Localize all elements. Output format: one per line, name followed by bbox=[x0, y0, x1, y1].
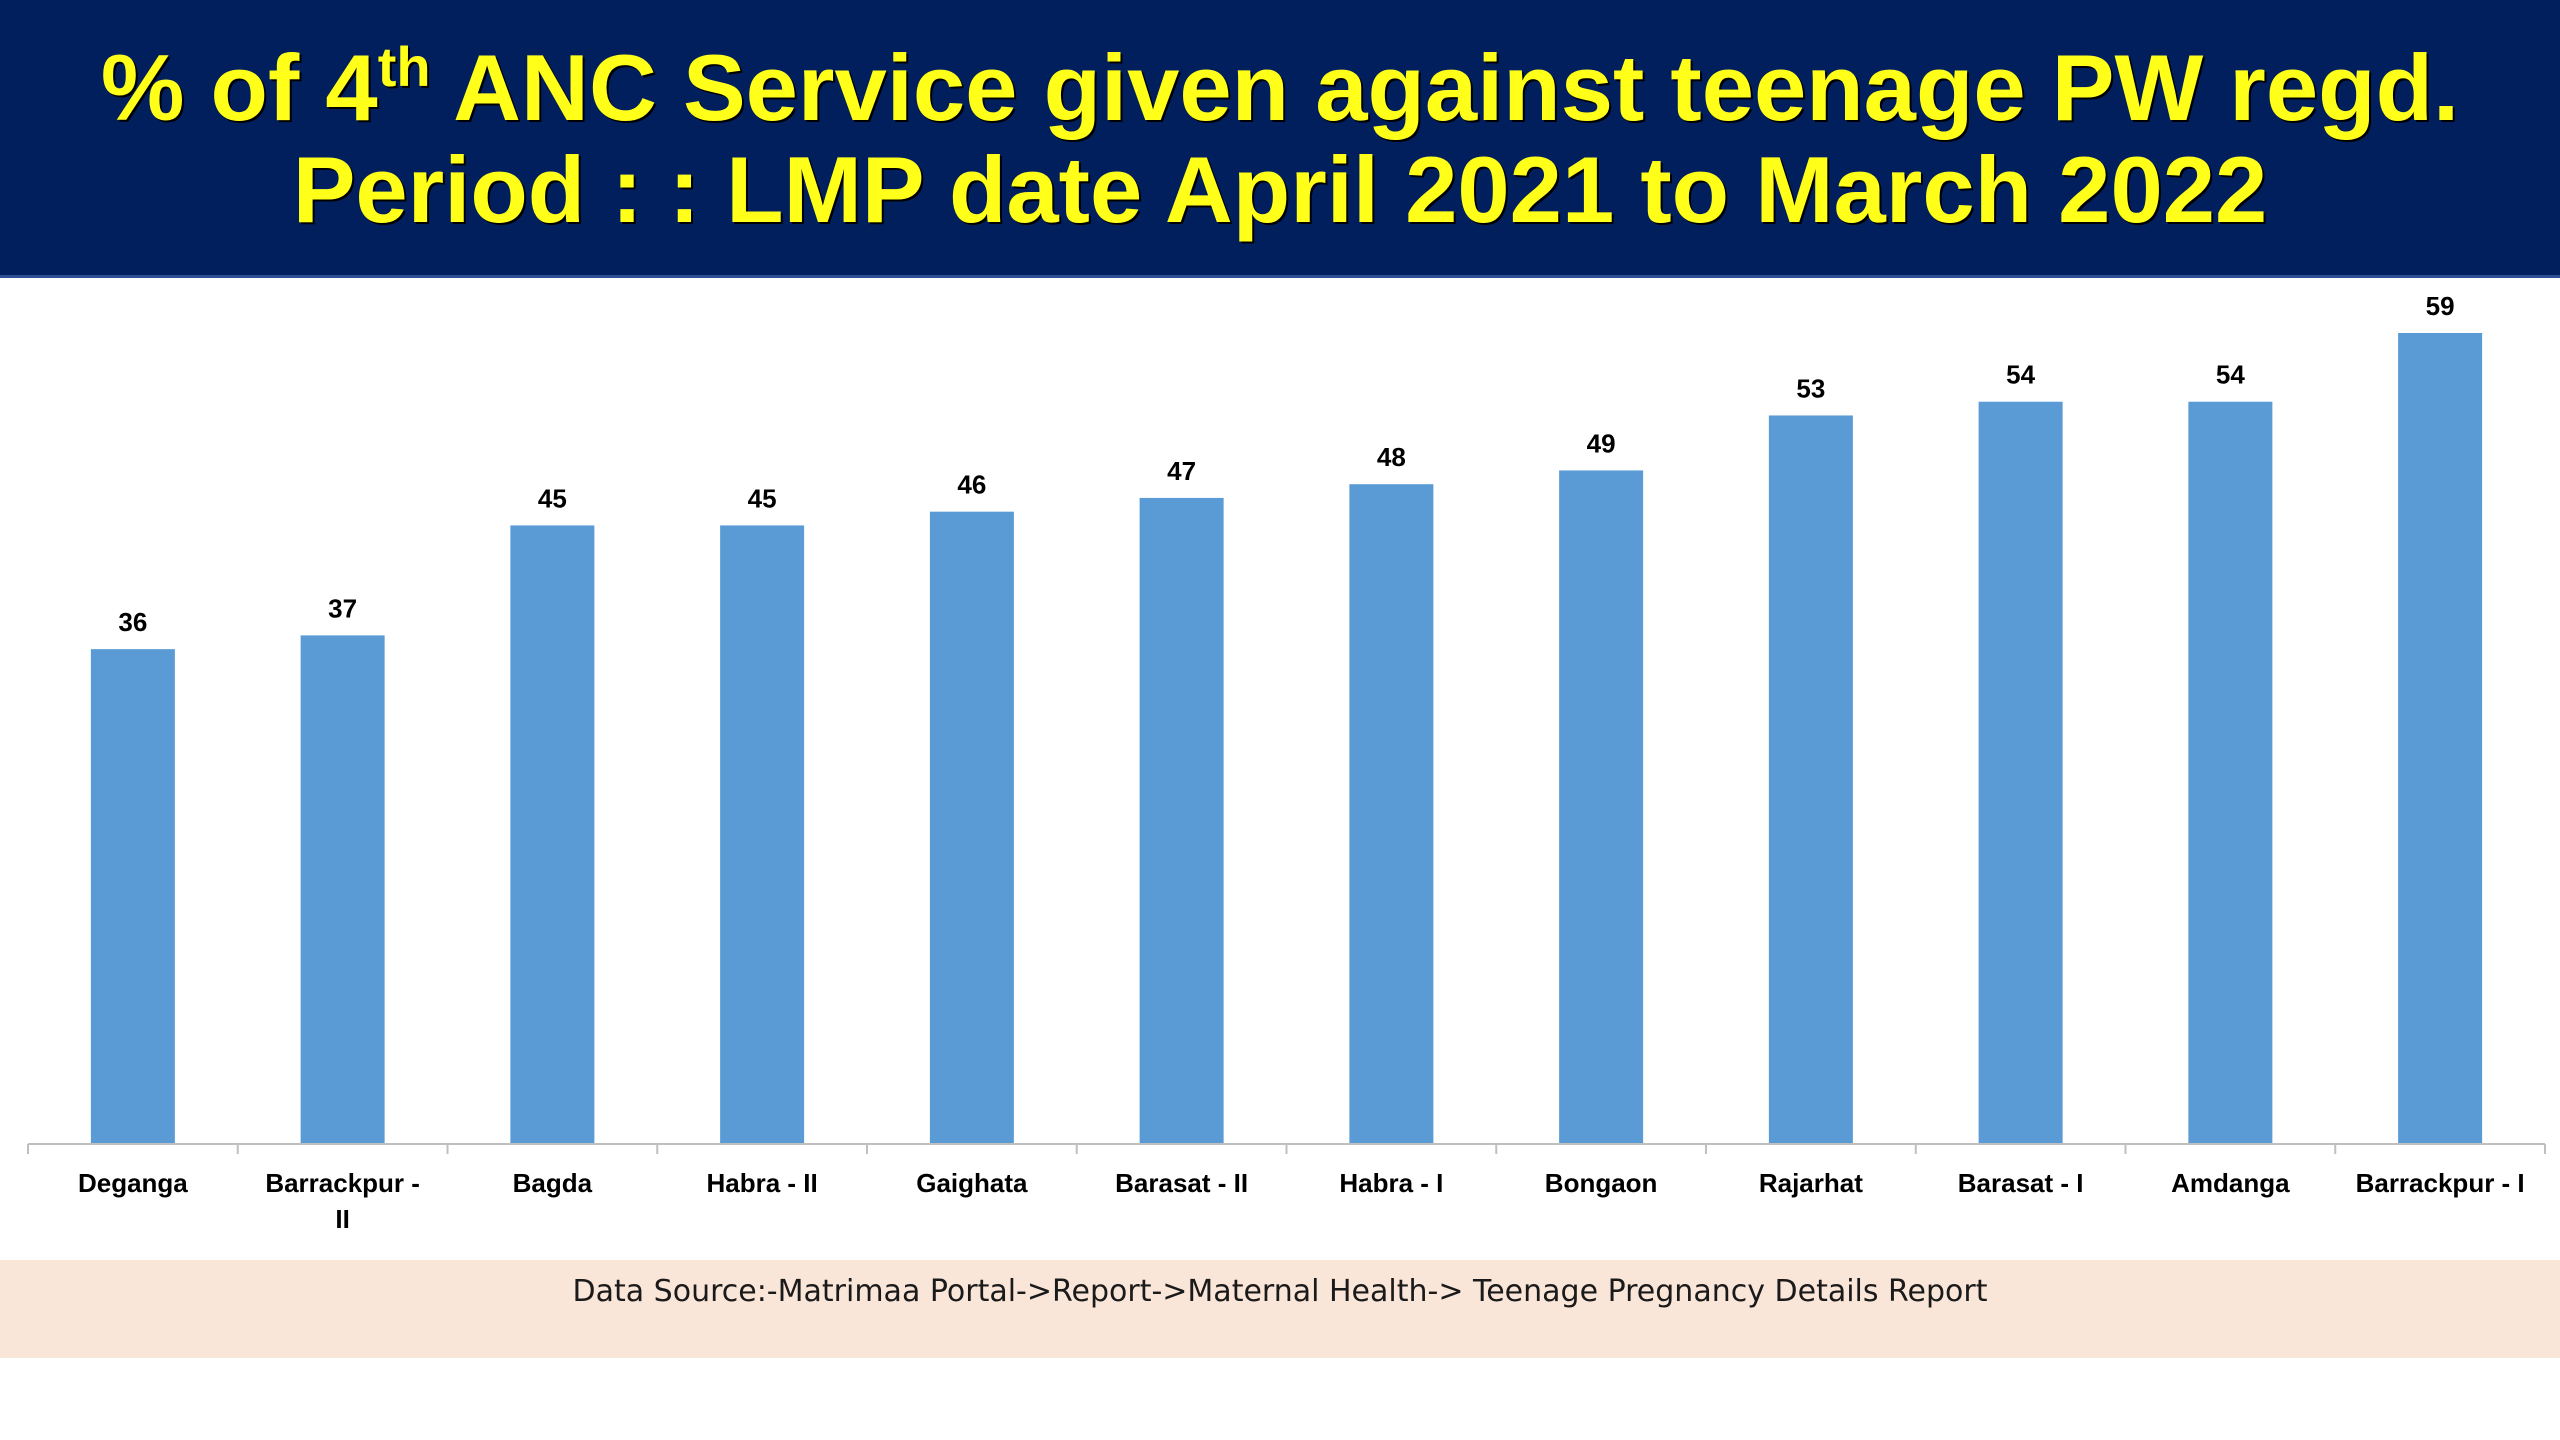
title-banner: % of 4th ANC Service given against teena… bbox=[0, 0, 2560, 278]
category-label: Barrackpur - I bbox=[2356, 1168, 2525, 1198]
data-label: 46 bbox=[957, 470, 986, 500]
chart-title: % of 4th ANC Service given against teena… bbox=[0, 38, 2560, 138]
bar bbox=[929, 511, 1014, 1144]
data-labels: 36 37 45 45 46 47 48 49 53 54 54 59 bbox=[118, 291, 2454, 637]
chart-subtitle: Period : : LMP date April 2021 to March … bbox=[292, 137, 2268, 242]
category-label: Bongaon bbox=[1545, 1168, 1658, 1198]
bar bbox=[2398, 332, 2483, 1144]
category-label: Amdanga bbox=[2171, 1168, 2290, 1198]
category-label: Gaighata bbox=[916, 1168, 1028, 1198]
category-label: Rajarhat bbox=[1759, 1168, 1863, 1198]
bar bbox=[1139, 497, 1224, 1144]
source-band bbox=[0, 1260, 2560, 1358]
data-label: 48 bbox=[1377, 442, 1406, 472]
bar bbox=[1559, 470, 1644, 1144]
data-label: 37 bbox=[328, 593, 357, 623]
category-label: Deganga bbox=[78, 1168, 188, 1198]
data-label: 45 bbox=[538, 483, 567, 513]
bar bbox=[300, 635, 385, 1144]
bar bbox=[90, 649, 175, 1144]
bar bbox=[1978, 401, 2063, 1144]
data-label: 36 bbox=[118, 607, 147, 637]
title-prefix: % of 4 bbox=[100, 35, 378, 140]
bar bbox=[1768, 415, 1853, 1144]
bar bbox=[2188, 401, 2273, 1144]
bar bbox=[1349, 484, 1434, 1144]
title-superscript: th bbox=[377, 35, 431, 98]
bar-chart: 36 37 45 45 46 47 48 49 53 54 54 59 Deganga Barrackp… bbox=[27, 291, 2546, 1234]
category-label: Barasat - I bbox=[1958, 1168, 2084, 1198]
bar bbox=[720, 525, 805, 1144]
bar bbox=[510, 525, 595, 1144]
data-label: 45 bbox=[748, 483, 777, 513]
x-axis-ticks bbox=[27, 1144, 2546, 1154]
category-label: Habra - I bbox=[1339, 1168, 1443, 1198]
data-label: 54 bbox=[2216, 360, 2245, 390]
title-suffix: ANC Service given against teenage PW reg… bbox=[430, 35, 2460, 140]
data-label: 53 bbox=[1796, 373, 1825, 403]
data-source-note: Data Source:-Matrimaa Portal->Report->Ma… bbox=[572, 1274, 1988, 1309]
data-label: 59 bbox=[2426, 291, 2455, 321]
category-label: Bagda bbox=[513, 1168, 593, 1198]
data-label: 47 bbox=[1167, 456, 1196, 486]
category-labels: Deganga Barrackpur -II Bagda Habra - II Gaig… bbox=[78, 1168, 2525, 1234]
category-label: Barasat - II bbox=[1115, 1168, 1248, 1198]
data-label: 54 bbox=[2006, 360, 2035, 390]
data-label: 49 bbox=[1587, 428, 1616, 458]
bars-layer bbox=[90, 332, 2483, 1144]
category-label: Habra - II bbox=[707, 1168, 818, 1198]
category-label: Barrackpur -II bbox=[265, 1168, 420, 1234]
